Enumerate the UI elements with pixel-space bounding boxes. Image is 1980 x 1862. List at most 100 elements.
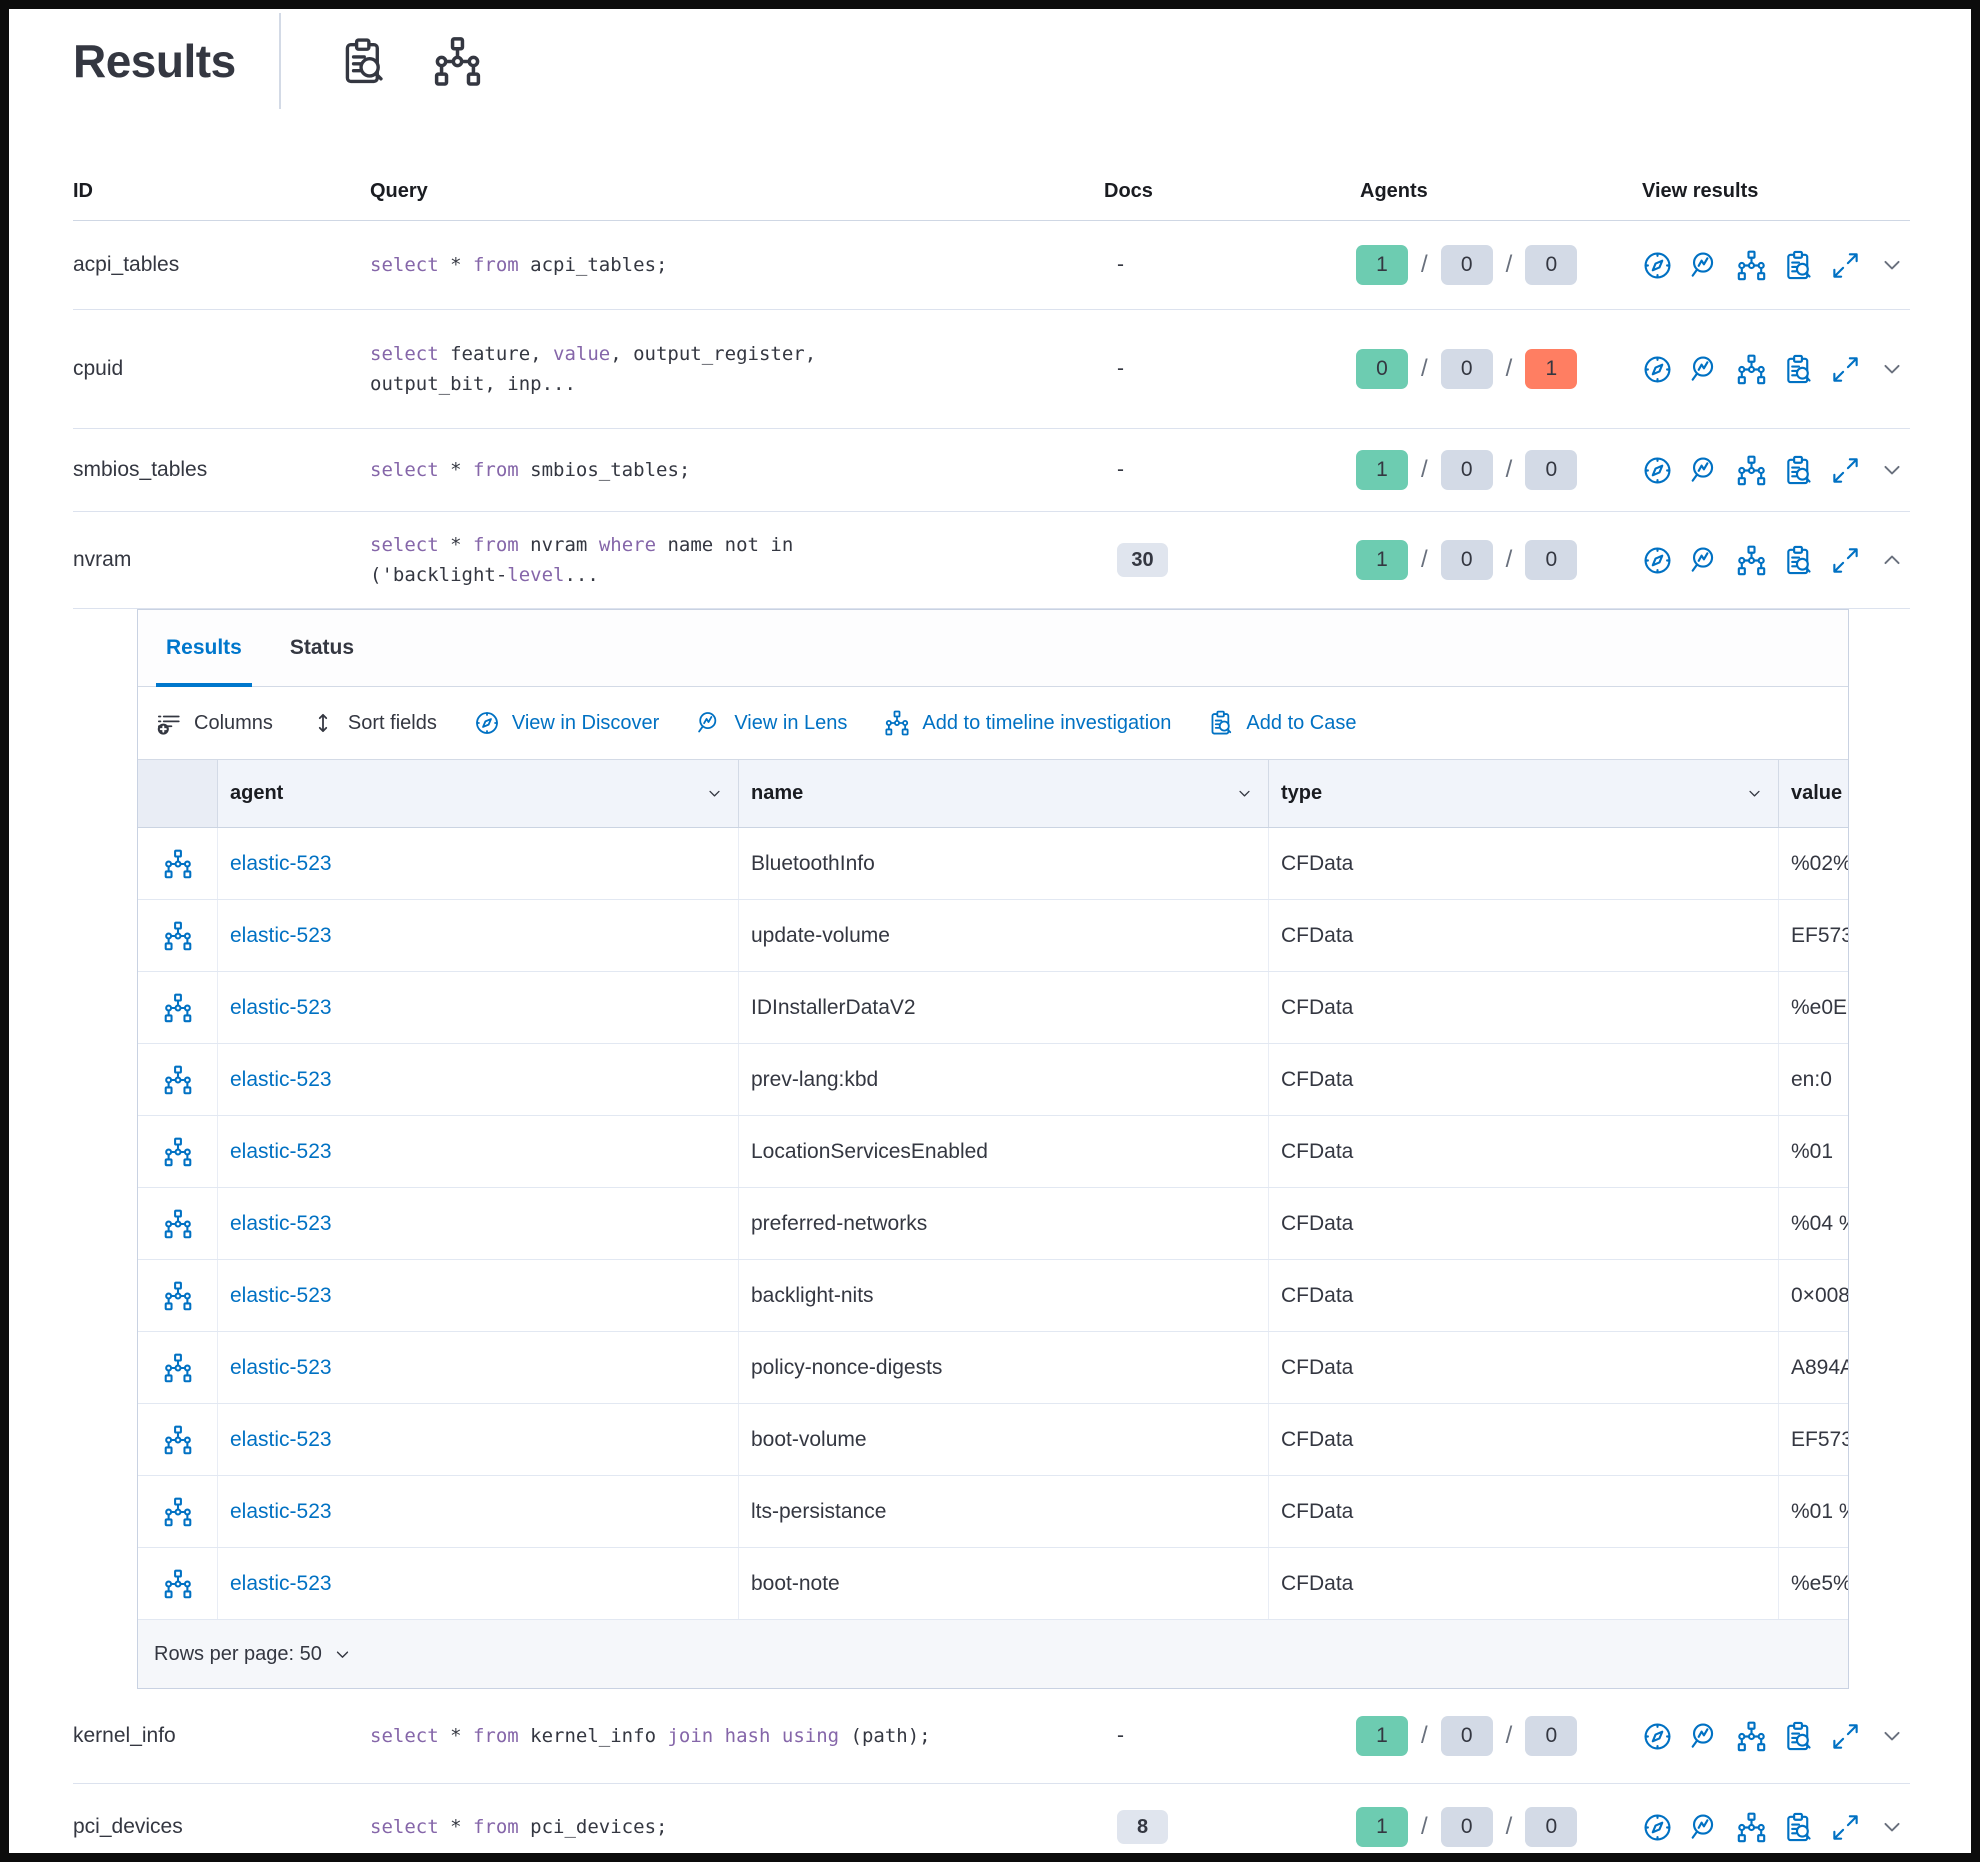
view-in-discover-icon[interactable] xyxy=(1642,1812,1673,1843)
agent-link[interactable]: elastic-523 xyxy=(230,1067,332,1091)
view-in-discover-icon[interactable] xyxy=(1642,354,1673,385)
query-sql: select feature, value, output_register, o… xyxy=(370,343,817,395)
column-header-agents: Agents xyxy=(1360,179,1428,202)
tab-status[interactable]: Status xyxy=(289,636,355,659)
add-to-case-icon[interactable] xyxy=(1783,250,1814,281)
agent-link[interactable]: elastic-523 xyxy=(230,1571,332,1595)
view-in-lens-icon[interactable] xyxy=(1689,1812,1720,1843)
agent-link[interactable]: elastic-523 xyxy=(230,1427,332,1451)
view-in-discover-icon[interactable] xyxy=(1642,1721,1673,1752)
columns-button[interactable]: Columns xyxy=(156,710,273,736)
docs-count-badge: 30 xyxy=(1117,543,1168,577)
expand-row-chevron-icon[interactable] xyxy=(1878,1813,1906,1841)
sort-icon xyxy=(310,710,336,736)
column-menu-chevron-icon[interactable] xyxy=(1745,784,1764,803)
column-menu-chevron-icon[interactable] xyxy=(1235,784,1254,803)
agents-status: 1/0/0 xyxy=(1356,450,1642,490)
grid-column-header-name[interactable]: name xyxy=(739,760,1269,827)
row-add-to-timeline-icon[interactable] xyxy=(163,1209,193,1239)
row-add-to-timeline-icon[interactable] xyxy=(163,1137,193,1167)
tab-results[interactable]: Results xyxy=(156,610,252,687)
agents-success-badge: 0 xyxy=(1356,349,1408,389)
agent-link[interactable]: elastic-523 xyxy=(230,1211,332,1235)
add-to-case-icon[interactable] xyxy=(1783,354,1814,385)
agent-link[interactable]: elastic-523 xyxy=(230,1283,332,1307)
view-in-lens-icon[interactable] xyxy=(1689,1721,1720,1752)
cell-agent: elastic-523 xyxy=(218,1548,739,1619)
row-add-to-timeline-icon[interactable] xyxy=(163,921,193,951)
query-row-nvram: nvram select * from nvram where name not … xyxy=(73,512,1910,609)
view-in-lens-button[interactable]: View in Lens xyxy=(696,710,847,736)
view-in-lens-icon[interactable] xyxy=(1689,455,1720,486)
agents-failed-badge: 0 xyxy=(1525,245,1578,285)
agent-link[interactable]: elastic-523 xyxy=(230,923,332,947)
cell-type: CFData xyxy=(1269,1548,1779,1619)
expand-icon[interactable] xyxy=(1830,250,1861,281)
view-in-discover-icon[interactable] xyxy=(1642,250,1673,281)
docs-empty: - xyxy=(1117,458,1124,481)
packs-icon[interactable] xyxy=(432,36,483,87)
grid-column-header-value[interactable]: value xyxy=(1791,782,1843,804)
row-add-to-timeline-icon[interactable] xyxy=(163,849,193,879)
expand-icon[interactable] xyxy=(1830,455,1861,486)
row-add-to-timeline-icon[interactable] xyxy=(163,1497,193,1527)
row-add-to-timeline-icon[interactable] xyxy=(163,1065,193,1095)
row-add-to-timeline-icon[interactable] xyxy=(163,1353,193,1383)
expand-row-chevron-icon[interactable] xyxy=(1878,251,1906,279)
add-to-timeline-icon[interactable] xyxy=(1736,1721,1767,1752)
add-to-timeline-icon[interactable] xyxy=(1736,250,1767,281)
add-to-case-button[interactable]: Add to Case xyxy=(1208,710,1357,736)
grid-column-header-agent[interactable]: agent xyxy=(218,760,739,827)
column-menu-chevron-icon[interactable] xyxy=(705,784,724,803)
compass-icon xyxy=(474,710,500,736)
cell-type: CFData xyxy=(1269,1116,1779,1187)
agent-link[interactable]: elastic-523 xyxy=(230,995,332,1019)
view-in-lens-icon[interactable] xyxy=(1689,354,1720,385)
agents-failed-badge: 0 xyxy=(1525,450,1578,490)
query-rows-bottom: kernel_info select * from kernel_info joi… xyxy=(73,1689,1910,1853)
view-in-lens-icon[interactable] xyxy=(1689,250,1720,281)
cell-value: A894AE9D531 xyxy=(1791,1355,1848,1379)
add-to-case-icon[interactable] xyxy=(1783,545,1814,576)
expand-row-chevron-icon[interactable] xyxy=(1878,355,1906,383)
expand-row-chevron-icon[interactable] xyxy=(1878,1722,1906,1750)
row-add-to-timeline-icon[interactable] xyxy=(163,1425,193,1455)
expand-row-chevron-icon[interactable] xyxy=(1878,456,1906,484)
sort-fields-button[interactable]: Sort fields xyxy=(310,710,437,736)
rows-per-page-chevron-icon[interactable] xyxy=(332,1644,353,1665)
view-in-discover-icon[interactable] xyxy=(1642,545,1673,576)
add-to-timeline-icon[interactable] xyxy=(1736,1812,1767,1843)
rows-per-page[interactable]: Rows per page: 50 xyxy=(154,1642,322,1665)
expand-icon[interactable] xyxy=(1830,1721,1861,1752)
agent-link[interactable]: elastic-523 xyxy=(230,851,332,875)
grid-column-header-type[interactable]: type xyxy=(1269,760,1779,827)
add-to-timeline-investigation-button[interactable]: Add to timeline investigation xyxy=(884,710,1171,736)
add-to-timeline-icon[interactable] xyxy=(1736,354,1767,385)
row-add-to-timeline-icon[interactable] xyxy=(163,1569,193,1599)
add-to-timeline-icon[interactable] xyxy=(1736,545,1767,576)
add-to-case-icon[interactable] xyxy=(1783,1721,1814,1752)
grid-control-column-header xyxy=(138,760,218,827)
agents-pending-badge: 0 xyxy=(1440,349,1493,389)
expand-icon[interactable] xyxy=(1830,1812,1861,1843)
cell-type: CFData xyxy=(1269,1188,1779,1259)
collapse-row-chevron-icon[interactable] xyxy=(1878,546,1906,574)
row-add-to-timeline-icon[interactable] xyxy=(163,1281,193,1311)
add-to-timeline-icon[interactable] xyxy=(1736,455,1767,486)
expand-icon[interactable] xyxy=(1830,545,1861,576)
live-query-details-icon[interactable] xyxy=(339,37,388,86)
columns-icon xyxy=(156,710,182,736)
view-in-lens-icon[interactable] xyxy=(1689,545,1720,576)
result-row: elastic-523 prev-lang:kbd CFData en:0 xyxy=(138,1044,1848,1116)
cell-value: EF57347C-00 xyxy=(1791,1427,1848,1451)
agent-link[interactable]: elastic-523 xyxy=(230,1499,332,1523)
view-in-discover-icon[interactable] xyxy=(1642,455,1673,486)
agent-link[interactable]: elastic-523 xyxy=(230,1139,332,1163)
add-to-case-icon[interactable] xyxy=(1783,1812,1814,1843)
add-to-case-icon[interactable] xyxy=(1783,455,1814,486)
expand-icon[interactable] xyxy=(1830,354,1861,385)
agent-link[interactable]: elastic-523 xyxy=(230,1355,332,1379)
row-add-to-timeline-icon[interactable] xyxy=(163,993,193,1023)
view-in-discover-button[interactable]: View in Discover xyxy=(474,710,659,736)
